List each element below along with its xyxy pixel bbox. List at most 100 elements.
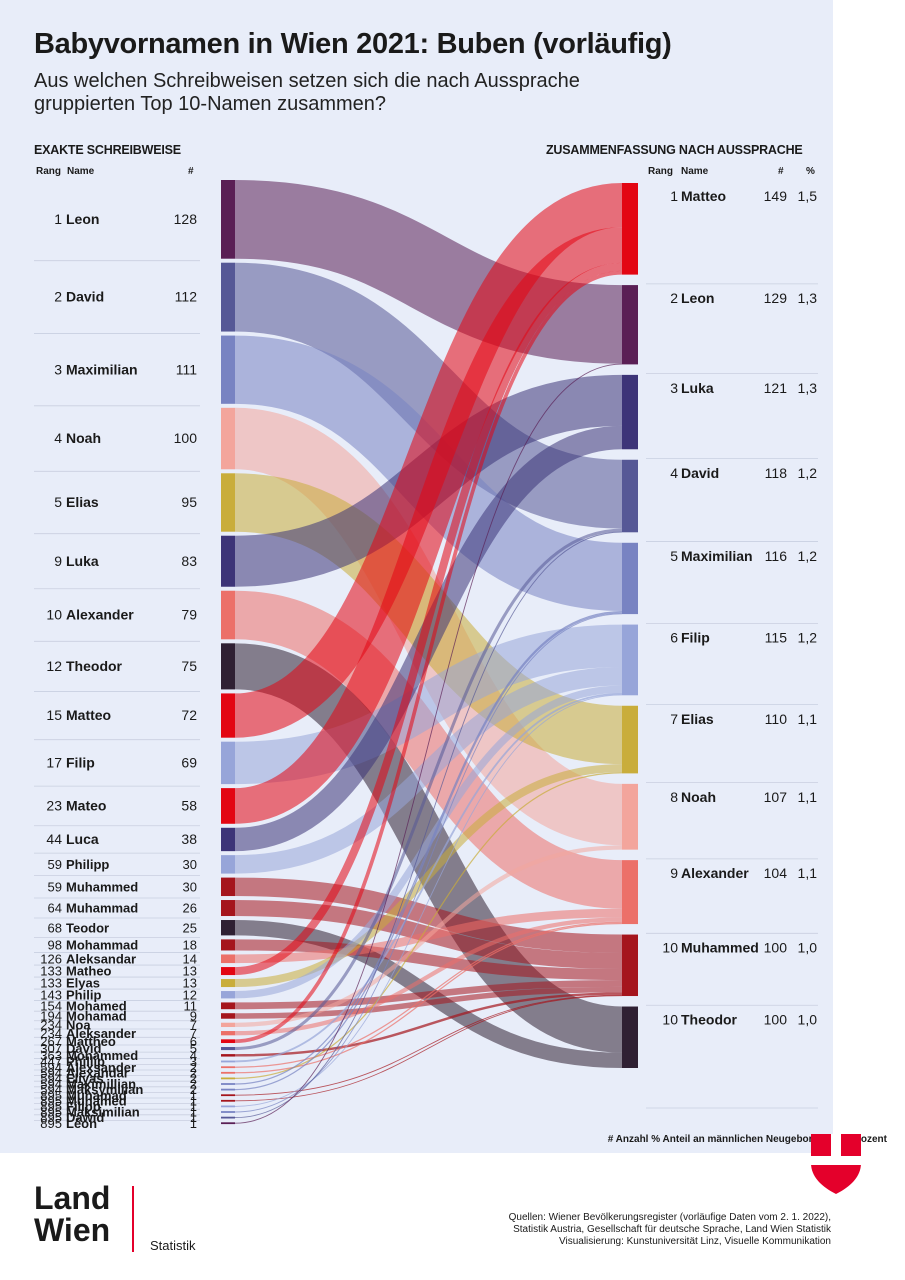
source-name: Mohammad <box>66 938 138 953</box>
target-percent: 1,0 <box>798 940 818 956</box>
source-count: 26 <box>183 901 197 916</box>
target-name: Filip <box>681 630 710 646</box>
source-bar <box>221 1022 235 1028</box>
source-count: 1 <box>190 1099 197 1114</box>
source-rank: 594 <box>40 1060 62 1075</box>
source-name: Noah <box>66 430 101 446</box>
source-rank: 267 <box>40 1034 62 1049</box>
logo-subtitle: Statistik <box>150 1238 196 1253</box>
source-bar <box>221 1105 235 1108</box>
source-name: Maksymilian <box>66 1082 143 1097</box>
source-bar <box>221 1054 235 1057</box>
source-name: Mohamed <box>66 998 127 1013</box>
target-count: 110 <box>765 711 788 727</box>
source-count: 1 <box>190 1093 197 1108</box>
source-rank: 133 <box>40 976 62 991</box>
target-percent: 1,5 <box>798 188 818 204</box>
source-count: 69 <box>181 755 197 771</box>
source-bar <box>221 877 235 897</box>
source-bar <box>221 979 235 988</box>
source-name: Elias <box>66 494 99 510</box>
source-rank: 447 <box>40 1054 62 1069</box>
right-col-pct-header: % <box>806 166 815 177</box>
source-rank: 895 <box>40 1099 62 1114</box>
source-bar <box>221 1099 235 1102</box>
source-name: Filipp <box>66 1099 101 1114</box>
source-name: Alexander <box>66 607 134 623</box>
legend-footnote: # Anzahl % Anteil an männlichen Neugebor… <box>607 1134 887 1145</box>
right-table-heading: ZUSAMMENFASSUNG NACH AUSSPRACHE <box>546 143 803 157</box>
source-rank: 12 <box>46 658 62 674</box>
source-bar <box>221 590 235 640</box>
source-count: 2 <box>190 1060 197 1075</box>
source-count: 7 <box>190 1017 197 1032</box>
target-count: 149 <box>764 188 788 204</box>
source-name: Matheo <box>66 964 112 979</box>
source-rank: 895 <box>40 1093 62 1108</box>
left-table-heading: EXAKTE SCHREIBWEISE <box>34 143 181 157</box>
flow-link <box>234 764 623 988</box>
target-percent: 1,2 <box>798 630 818 646</box>
source-rank: 594 <box>40 1071 62 1086</box>
source-count: 83 <box>181 553 197 569</box>
target-name: Theodor <box>681 1012 738 1028</box>
target-name: David <box>681 465 719 481</box>
target-name: Elias <box>681 711 714 727</box>
source-name: Philipp <box>66 857 109 872</box>
source-name: Maximillian <box>66 1077 136 1092</box>
source-bar <box>221 643 235 690</box>
target-rank: 8 <box>670 789 678 805</box>
source-bar <box>221 407 235 470</box>
source-name: Maksimilian <box>66 1105 140 1120</box>
source-bar <box>221 693 235 738</box>
source-rank: 59 <box>48 857 62 872</box>
flow-link <box>234 994 623 1096</box>
node-bars <box>221 180 638 1125</box>
source-bar <box>221 1083 235 1085</box>
source-rank: 15 <box>46 707 62 723</box>
flow-link <box>234 992 623 1057</box>
target-rank: 9 <box>670 865 678 881</box>
source-bar <box>221 827 235 852</box>
source-bar <box>221 473 235 532</box>
logo-divider <box>132 1186 134 1252</box>
flow-link <box>234 425 623 852</box>
target-bar <box>622 285 638 365</box>
source-bar <box>221 1116 235 1119</box>
source-count: 6 <box>190 1034 197 1049</box>
flow-link <box>234 363 623 1124</box>
source-name: Alexandar <box>66 1065 129 1080</box>
left-col-rank-header: Rang <box>36 166 61 177</box>
target-bar <box>622 934 638 997</box>
source-rank: 4 <box>54 430 62 446</box>
target-count: 121 <box>764 380 788 396</box>
source-name: Filip <box>66 755 95 771</box>
target-bar <box>622 1006 638 1068</box>
source-count: 12 <box>183 987 197 1002</box>
target-percent: 1,3 <box>798 290 818 306</box>
source-count: 38 <box>181 831 197 847</box>
target-percent: 1,1 <box>798 711 818 727</box>
target-count: 116 <box>765 548 788 564</box>
source-count: 112 <box>175 289 198 305</box>
source-rank: 895 <box>40 1116 62 1131</box>
target-count: 100 <box>764 940 788 956</box>
target-rank: 1 <box>670 188 678 204</box>
source-bar <box>221 788 235 824</box>
flow-link <box>234 531 623 1119</box>
source-bar <box>221 1122 235 1125</box>
target-name: Matteo <box>681 188 726 204</box>
source-name: Elyas <box>66 976 100 991</box>
source-name: Muhammed <box>66 879 138 894</box>
source-name: Teodor <box>66 920 109 935</box>
source-name: Mohammed <box>66 1048 138 1063</box>
source-bar <box>221 954 235 964</box>
flow-link <box>234 270 623 1044</box>
source-rank: 68 <box>48 920 62 935</box>
source-name: Dawid <box>66 1110 104 1125</box>
source-count: 72 <box>181 707 197 723</box>
source-count: 95 <box>181 494 197 510</box>
flow-links <box>233 180 624 1124</box>
